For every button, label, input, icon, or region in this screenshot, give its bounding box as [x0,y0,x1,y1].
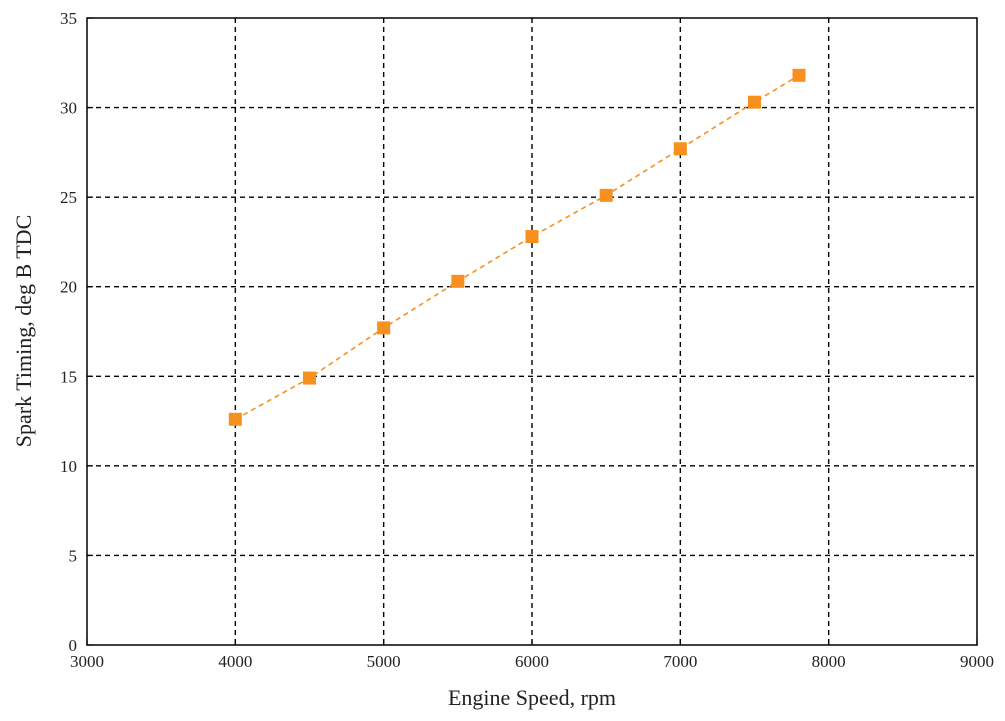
y-tick-label: 5 [69,546,78,565]
grid-layer [87,18,977,645]
y-axis-label: Spark Timing, deg B TDC [11,215,36,447]
data-point [228,412,242,426]
series-layer [228,68,806,426]
data-point [451,274,465,288]
x-axis-label: Engine Speed, rpm [448,685,616,710]
data-point [599,188,613,202]
data-point [525,230,539,244]
series-line [234,74,800,420]
x-tick-label: 8000 [812,652,846,671]
x-tick-label: 4000 [218,652,252,671]
data-point [303,371,316,385]
y-tick-label: 20 [60,278,77,297]
y-tick-label: 35 [60,9,77,28]
x-tick-label: 9000 [960,652,994,671]
x-tick-label: 7000 [663,652,697,671]
data-point [748,95,761,109]
tick-layer: 3000 4000 5000 6000 7000 8000 9000 0 5 10 15 20 25 30… [60,9,994,671]
data-point [792,68,806,82]
data-point [673,142,687,156]
x-tick-label: 6000 [515,652,549,671]
data-point [377,321,391,335]
y-tick-label: 10 [60,457,77,476]
y-tick-label: 30 [60,99,77,118]
x-tick-label: 3000 [70,652,104,671]
y-tick-label: 0 [69,636,78,655]
x-tick-label: 5000 [367,652,401,671]
y-tick-label: 15 [60,367,77,386]
y-tick-label: 25 [60,188,77,207]
